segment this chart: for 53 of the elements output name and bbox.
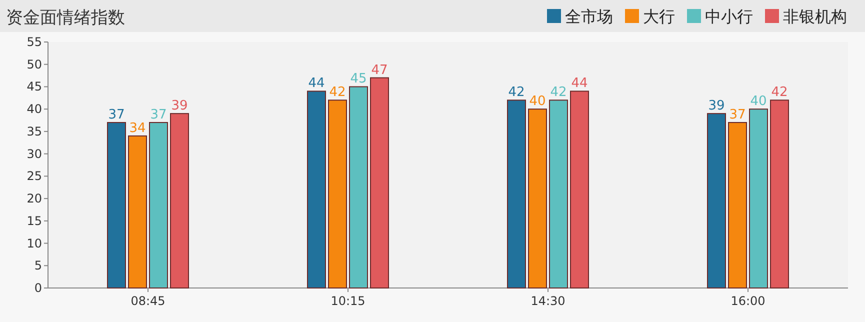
data-label: 45: [350, 72, 367, 87]
bar: [528, 108, 547, 288]
bar: [349, 86, 368, 288]
y-tick-label: 30: [26, 146, 42, 161]
data-label: 42: [771, 85, 788, 100]
y-tick-label: 5: [34, 258, 42, 273]
legend-label: 全市场: [565, 7, 613, 26]
y-tick-label: 10: [26, 236, 42, 250]
legend-label: 中小行: [705, 7, 753, 26]
data-label: 40: [750, 94, 767, 110]
y-tick-label: 50: [26, 57, 42, 72]
bar: [507, 100, 526, 288]
bar: [707, 113, 726, 288]
legend-label: 大行: [643, 7, 675, 26]
data-label: 39: [708, 98, 725, 114]
data-label: 34: [129, 120, 146, 136]
y-tick-label: 40: [26, 102, 42, 116]
y-tick-label: 20: [26, 192, 42, 206]
bar: [107, 122, 126, 288]
data-label: 42: [550, 85, 567, 100]
y-tick-label: 35: [26, 124, 42, 138]
x-tick-label: 10:15: [330, 294, 366, 308]
data-label: 44: [571, 76, 588, 92]
bar: [328, 100, 347, 288]
bar: [770, 100, 789, 288]
data-label: 47: [371, 62, 388, 78]
x-tick-label: 16:00: [730, 294, 766, 308]
data-label: 42: [508, 85, 525, 100]
bar: [749, 108, 768, 288]
x-tick-label: 08:45: [130, 294, 166, 308]
bar: [370, 77, 389, 288]
data-label: 42: [329, 85, 346, 100]
data-label: 37: [108, 108, 125, 123]
x-tick-label: 14:30: [530, 294, 566, 308]
data-label: 40: [529, 94, 546, 110]
bar: [307, 90, 326, 288]
data-label: 39: [171, 98, 188, 114]
bar: [728, 122, 747, 288]
bar: [549, 100, 568, 288]
bar: [570, 90, 589, 288]
y-tick-label: 25: [26, 169, 42, 184]
bar: [170, 113, 189, 288]
bar: [149, 122, 168, 288]
y-tick-label: 0: [34, 281, 42, 295]
legend-label: 非银机构: [783, 7, 847, 26]
y-tick-label: 15: [26, 214, 42, 228]
y-tick-label: 45: [26, 80, 42, 94]
y-tick-label: 55: [26, 35, 42, 49]
data-label: 37: [150, 108, 167, 123]
data-label: 44: [308, 76, 325, 92]
chart-title: 资金面情绪指数: [6, 8, 125, 28]
bar: [128, 135, 147, 288]
data-label: 37: [729, 108, 746, 123]
